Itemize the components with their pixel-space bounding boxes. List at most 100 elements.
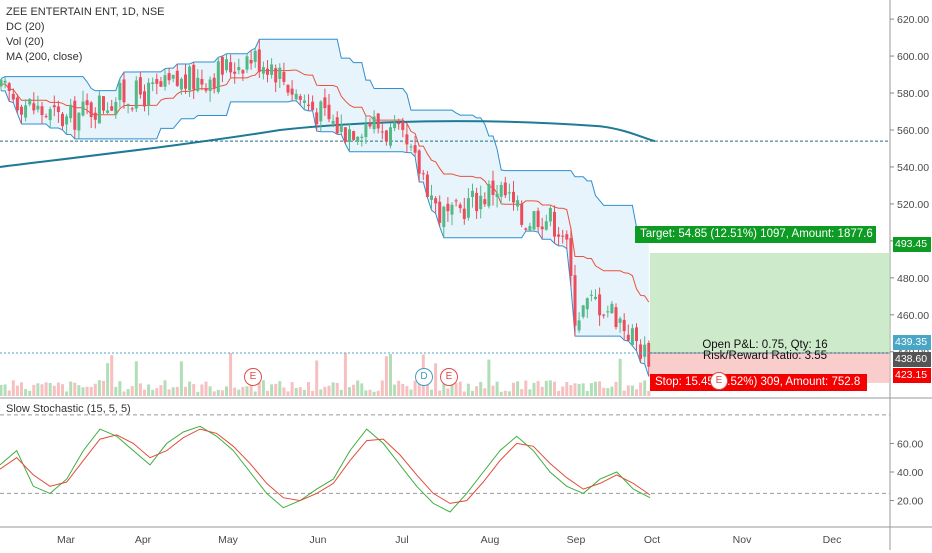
candle-body — [409, 146, 413, 148]
volume-bar — [384, 356, 388, 396]
candle-body — [28, 99, 32, 105]
volume-bar — [397, 380, 401, 396]
candle-body — [167, 73, 171, 81]
candle-body — [147, 82, 151, 106]
price-tag-entry: 439.35 — [893, 335, 931, 350]
volume-bar — [237, 389, 241, 396]
stop-label: Stop: 15.45 (3.52%) 309, Amount: 752.8 — [650, 374, 867, 391]
candle-body — [585, 298, 589, 310]
candle-body — [610, 303, 614, 314]
volume-bar — [335, 382, 339, 396]
price-tick-label: 520.00 — [897, 199, 929, 211]
candle-body — [73, 100, 77, 130]
volume-bar — [307, 382, 310, 396]
candle-body — [11, 93, 15, 100]
volume-bar — [286, 391, 290, 396]
dividend-marker[interactable]: D — [415, 368, 433, 386]
volume-bar — [151, 389, 155, 396]
indicator-ma200[interactable]: MA (200, close) — [6, 51, 83, 63]
price-tick-label: 560.00 — [897, 125, 929, 137]
candle-body — [577, 320, 581, 331]
candle-body — [507, 192, 511, 194]
donchian-basis — [0, 69, 650, 303]
earnings-marker[interactable]: E — [244, 368, 262, 386]
candle-body — [561, 235, 565, 237]
candle-body — [155, 79, 159, 84]
donchian-lower — [1, 90, 650, 377]
candle-body — [458, 204, 462, 209]
candle-body — [528, 226, 532, 231]
candle-body — [430, 195, 433, 200]
volume-bar — [544, 380, 548, 396]
volume-bar — [557, 390, 561, 396]
volume-bar — [602, 387, 606, 396]
volume-bar — [647, 390, 651, 396]
volume-bar — [594, 381, 597, 396]
volume-bar — [52, 385, 56, 396]
earnings-marker[interactable]: E — [440, 368, 458, 386]
candle-body — [225, 59, 228, 71]
candle-body — [442, 206, 446, 228]
time-axis-label: Nov — [733, 534, 752, 546]
candle-body — [471, 190, 474, 197]
candle-body — [69, 104, 73, 119]
volume-bar — [630, 385, 634, 396]
indicator-volume[interactable]: Vol (20) — [6, 36, 44, 48]
candle-body — [143, 91, 146, 107]
volume-bar — [65, 391, 69, 396]
risk-reward-label: Risk/Reward Ratio: 3.55 — [703, 350, 827, 362]
volume-bar — [430, 389, 433, 396]
volume-bar — [97, 380, 101, 396]
candle-body — [499, 184, 503, 197]
volume-bar — [372, 391, 376, 396]
price-tick-label: 580.00 — [897, 88, 929, 100]
volume-bar — [512, 382, 515, 396]
volume-bar — [290, 382, 294, 396]
volume-bar — [40, 384, 44, 396]
symbol-title[interactable]: ZEE ENTERTAIN ENT, 1D, NSE — [6, 6, 165, 18]
candle-body — [65, 116, 69, 125]
candle-body — [24, 105, 28, 118]
volume-bar — [61, 384, 64, 396]
volume-bar — [24, 389, 28, 396]
volume-bar — [204, 381, 208, 396]
volume-bar — [208, 386, 212, 396]
candle-body — [647, 342, 651, 367]
candle-body — [171, 74, 175, 79]
candle-body — [286, 84, 290, 93]
volume-bar — [466, 383, 470, 396]
candle-body — [360, 136, 364, 139]
candle-body — [282, 71, 286, 82]
volume-bar — [520, 389, 524, 396]
candle-body — [36, 105, 40, 110]
volume-bar — [573, 383, 577, 396]
candle-body — [364, 124, 368, 138]
volume-bar — [81, 387, 85, 396]
volume-bar — [483, 388, 487, 396]
candle-body — [491, 180, 495, 195]
volume-bar — [257, 382, 261, 396]
volume-bar — [73, 382, 77, 396]
volume-bar — [499, 391, 503, 396]
candle-body — [294, 93, 298, 100]
candle-body — [44, 116, 48, 118]
volume-bar — [356, 380, 360, 396]
volume-bar — [20, 382, 23, 396]
stoch-k-line — [0, 425, 651, 513]
earnings-marker[interactable]: E — [710, 372, 728, 390]
volume-bar — [491, 385, 495, 396]
indicator-dc[interactable]: DC (20) — [6, 21, 45, 33]
candle-body — [130, 108, 134, 110]
volume-bar — [28, 390, 32, 396]
volume-bar — [175, 386, 179, 396]
candle-body — [618, 318, 622, 323]
volume-bar — [122, 391, 126, 396]
volume-bar — [487, 359, 491, 396]
volume-bar — [581, 383, 585, 396]
indicator-stochastic[interactable]: Slow Stochastic (15, 5, 5) — [6, 403, 131, 415]
candle-body — [32, 103, 36, 111]
volume-bar — [3, 384, 7, 396]
candle-body — [557, 234, 561, 237]
